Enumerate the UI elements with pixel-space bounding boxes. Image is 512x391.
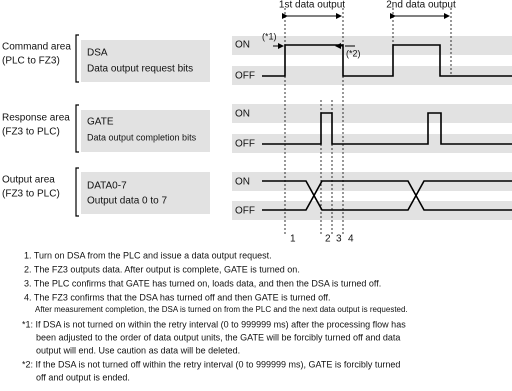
signal: DSA — [87, 48, 108, 59]
step: 1. Turn on DSA from the PLC and issue a … — [24, 250, 272, 260]
phase: 1st data output — [279, 0, 345, 11]
marker: 4 — [348, 234, 354, 245]
off: OFF — [235, 71, 255, 82]
area-title: (FZ3 to PLC) — [2, 127, 60, 138]
on: ON — [235, 177, 250, 188]
marker: 1 — [290, 234, 296, 245]
marker: 3 — [336, 234, 342, 245]
signals — [262, 44, 512, 211]
notes: 1. Turn on DSA from the PLC and issue a … — [22, 250, 408, 382]
annotation: (*2) — [346, 48, 361, 58]
on: ON — [235, 40, 250, 51]
signal: DATA0-7 — [87, 181, 127, 192]
footnote: off and output is ended. — [36, 372, 130, 382]
footnote: output will end. Use caution as data wil… — [36, 345, 240, 355]
area-title: Command area — [2, 42, 71, 53]
step-note: After measurement completion, the DSA is… — [35, 305, 408, 314]
step: 3. The PLC confirms that GATE has turned… — [24, 278, 381, 288]
on: ON — [235, 109, 250, 120]
phase: 2nd data output — [386, 0, 456, 11]
off: OFF — [235, 139, 255, 150]
area-title: Response area — [2, 113, 70, 124]
area-title: (PLC to FZ3) — [2, 56, 60, 67]
off: OFF — [235, 206, 255, 217]
description: Output data 0 to 7 — [87, 196, 167, 207]
area-title: (FZ3 to PLC) — [2, 189, 60, 200]
marker: 2 — [325, 234, 331, 245]
step: 4. The FZ3 confirms that the DSA has tur… — [24, 292, 331, 302]
footnote: *2: If the DSA is not turned off within … — [22, 359, 400, 369]
footnote: *1: If DSA is not turned on within the r… — [22, 319, 406, 329]
area-title: Output area — [2, 175, 55, 186]
dashed-lines — [273, 8, 452, 235]
description: Data output request bits — [87, 64, 193, 75]
signal: GATE — [87, 117, 114, 128]
annotation: (*1) — [262, 31, 277, 41]
description: Data output completion bits — [87, 132, 197, 142]
footnote: been adjusted to the order of data outpu… — [36, 332, 400, 342]
step: 2. The FZ3 outputs data. After output is… — [24, 264, 300, 274]
